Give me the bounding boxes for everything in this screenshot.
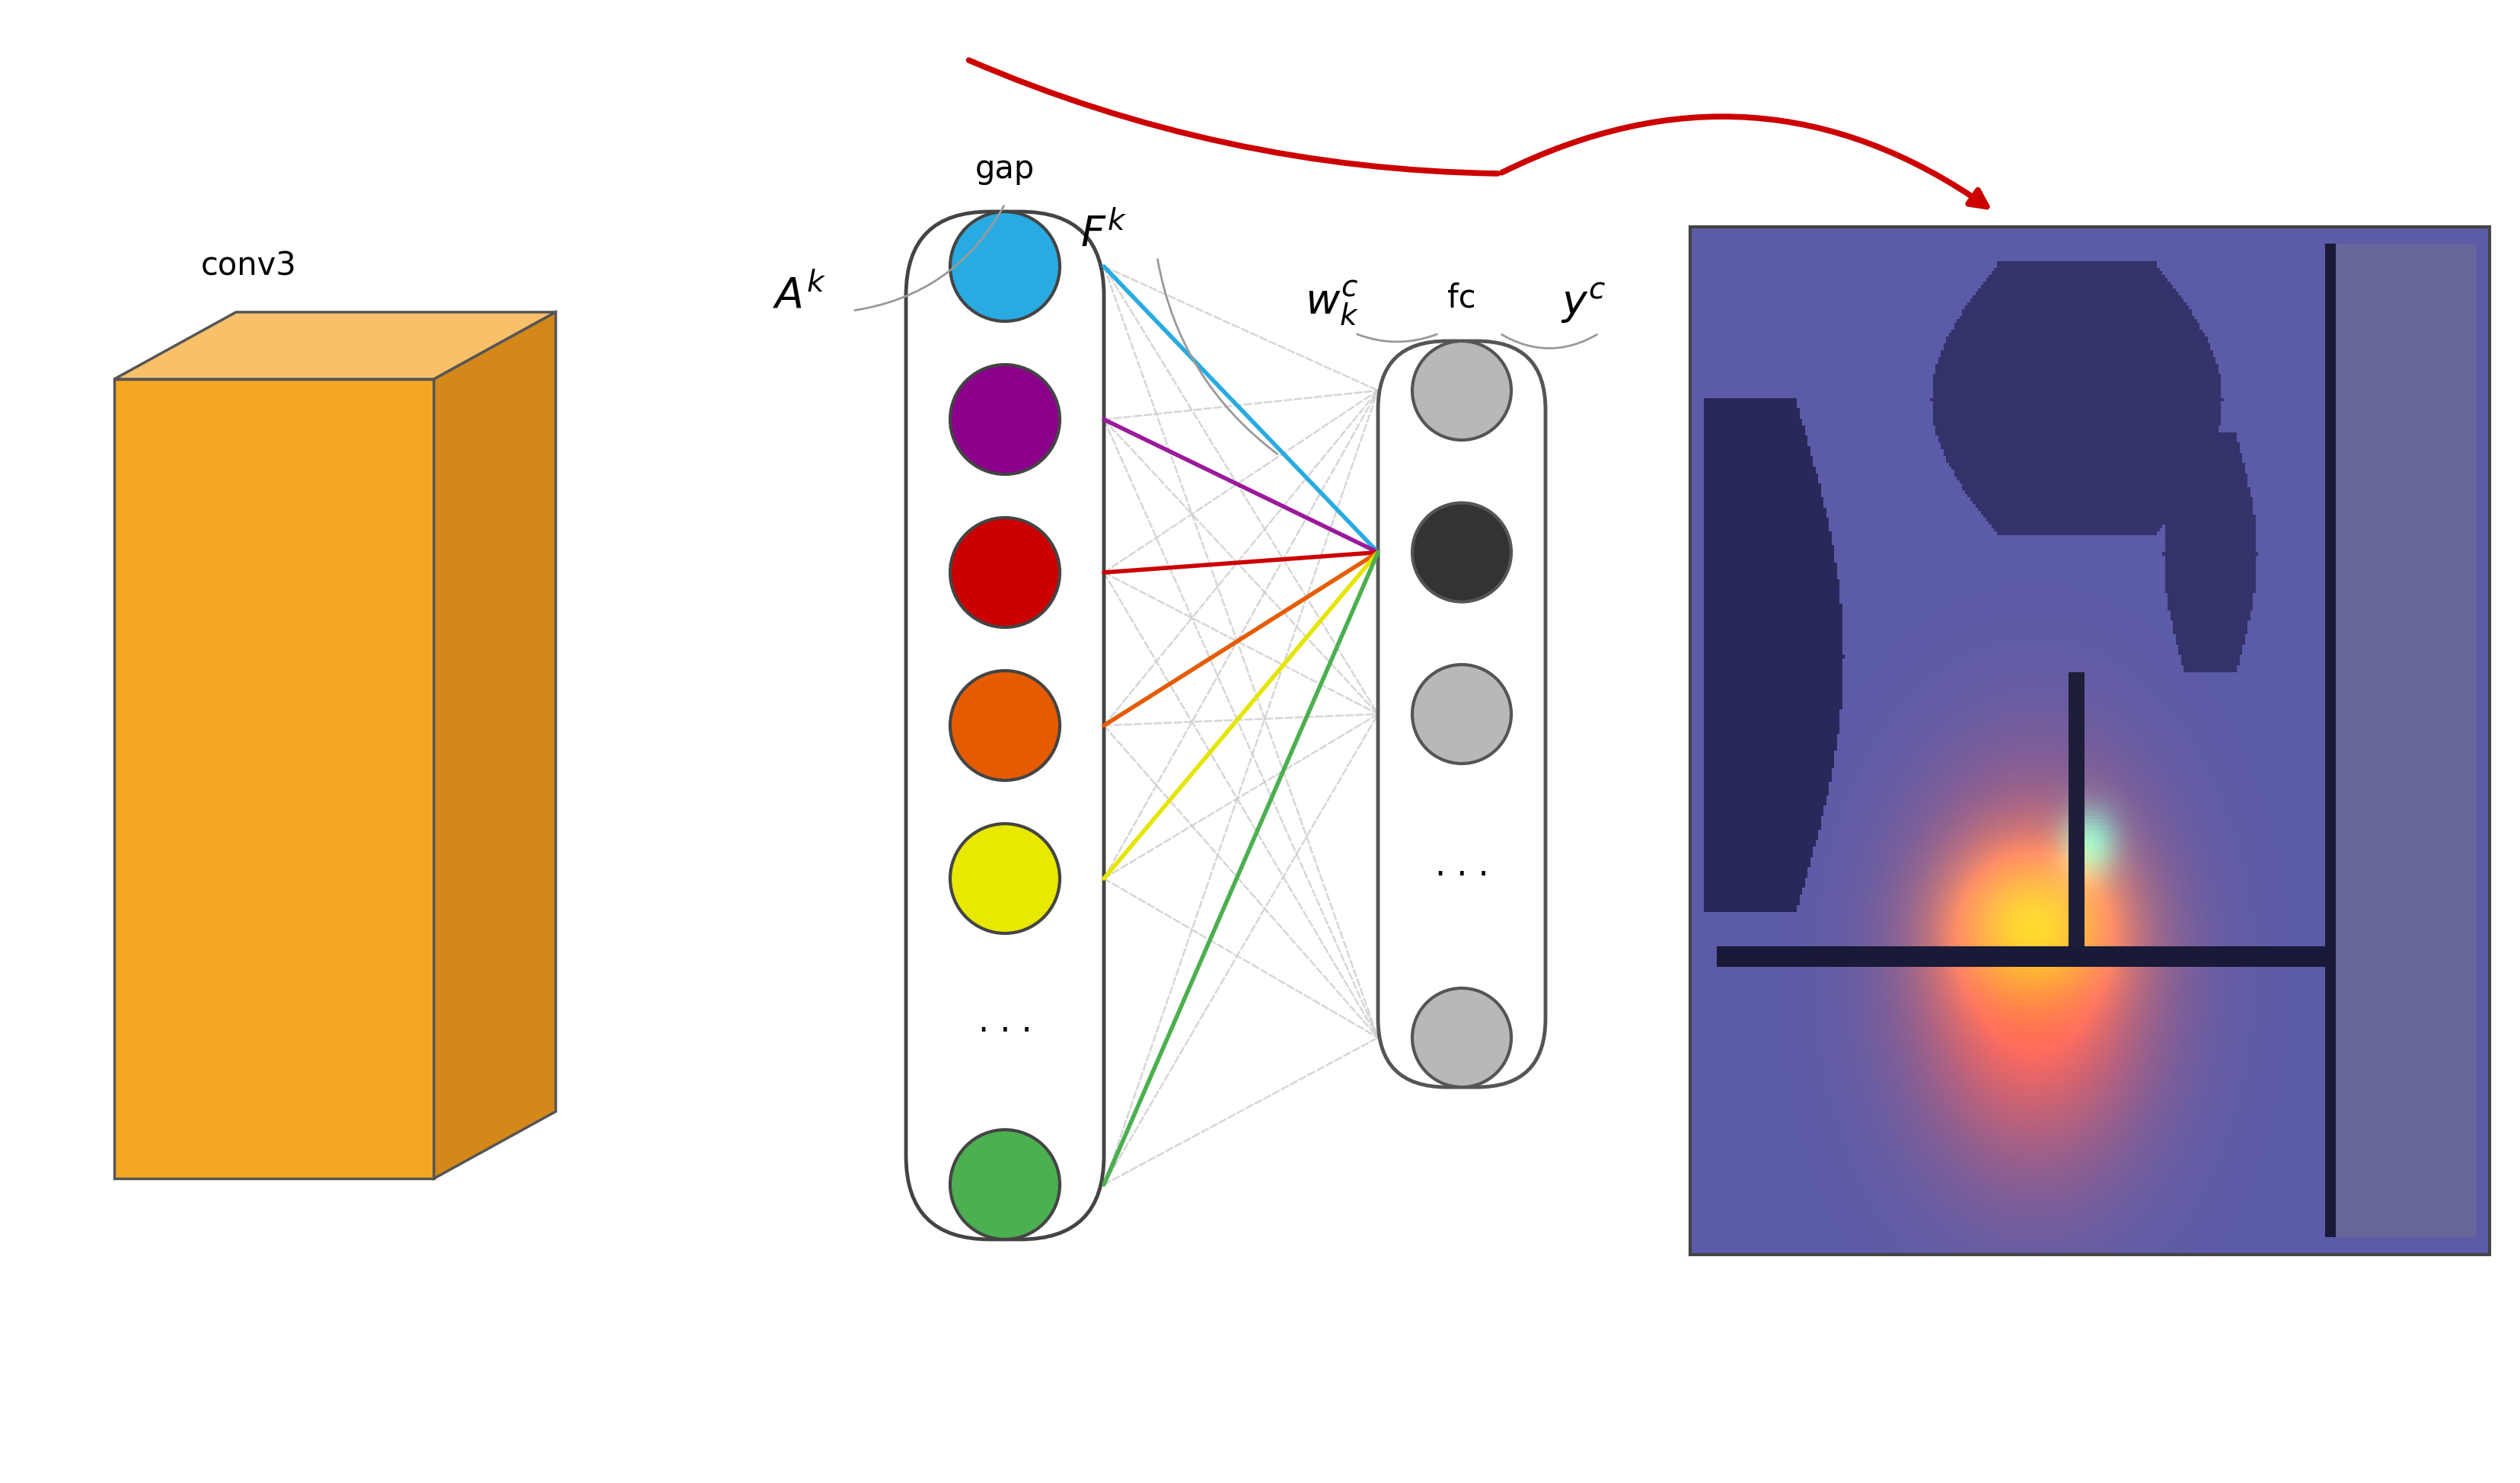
Polygon shape — [433, 311, 557, 1179]
Circle shape — [950, 365, 1061, 475]
Text: $y^c$: $y^c$ — [1560, 282, 1605, 325]
Text: $A^k$: $A^k$ — [774, 274, 827, 316]
Circle shape — [1411, 341, 1512, 440]
Text: $F^k$: $F^k$ — [1081, 214, 1126, 255]
Circle shape — [950, 518, 1061, 627]
Polygon shape — [113, 311, 557, 380]
Circle shape — [1411, 503, 1512, 602]
Circle shape — [950, 1130, 1061, 1240]
Circle shape — [1411, 988, 1512, 1087]
Text: fc: fc — [1446, 282, 1477, 314]
Circle shape — [1411, 664, 1512, 764]
Text: gap: gap — [975, 153, 1036, 185]
Circle shape — [950, 212, 1061, 322]
Text: conv3: conv3 — [202, 249, 297, 282]
Circle shape — [950, 670, 1061, 780]
Text: · · ·: · · · — [978, 1016, 1031, 1048]
Circle shape — [950, 823, 1061, 933]
Bar — [1691, 227, 2490, 1255]
Text: $w_k^c$: $w_k^c$ — [1305, 279, 1358, 328]
FancyBboxPatch shape — [1378, 341, 1545, 1087]
Polygon shape — [113, 380, 433, 1179]
FancyBboxPatch shape — [907, 212, 1104, 1240]
Text: · · ·: · · · — [1434, 860, 1489, 893]
